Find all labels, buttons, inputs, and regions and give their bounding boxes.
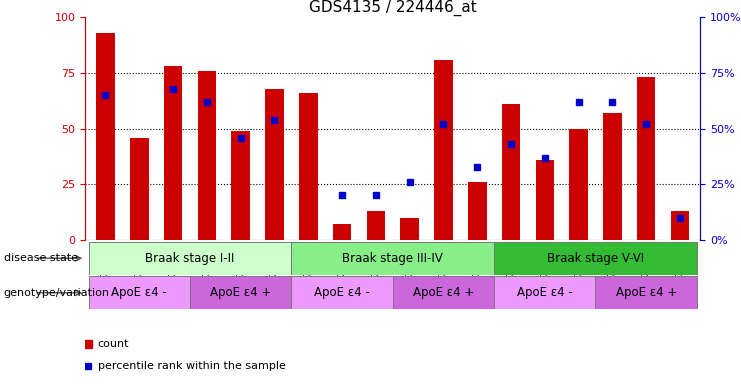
- Text: count: count: [98, 339, 129, 349]
- Bar: [393, 276, 494, 309]
- Bar: [468, 182, 487, 240]
- Text: percentile rank within the sample: percentile rank within the sample: [98, 361, 285, 371]
- Text: ApoE ε4 -: ApoE ε4 -: [517, 286, 573, 299]
- Text: genotype/variation: genotype/variation: [4, 288, 110, 298]
- Bar: [494, 276, 596, 309]
- Text: Braak stage III-IV: Braak stage III-IV: [342, 252, 443, 265]
- Bar: [164, 66, 182, 240]
- Bar: [231, 131, 250, 240]
- Bar: [198, 71, 216, 240]
- Bar: [637, 78, 656, 240]
- Bar: [400, 218, 419, 240]
- Bar: [299, 93, 318, 240]
- Bar: [569, 129, 588, 240]
- Bar: [494, 242, 697, 275]
- Bar: [89, 242, 291, 275]
- Text: ApoE ε4 +: ApoE ε4 +: [210, 286, 271, 299]
- Bar: [96, 33, 115, 240]
- Text: ApoE ε4 +: ApoE ε4 +: [616, 286, 677, 299]
- Bar: [333, 224, 351, 240]
- Bar: [434, 60, 453, 240]
- Text: disease state: disease state: [4, 253, 78, 263]
- Bar: [502, 104, 520, 240]
- Text: ApoE ε4 -: ApoE ε4 -: [111, 286, 167, 299]
- Bar: [367, 211, 385, 240]
- Bar: [190, 276, 291, 309]
- Text: Braak stage I-II: Braak stage I-II: [145, 252, 235, 265]
- Bar: [130, 137, 149, 240]
- Text: ApoE ε4 -: ApoE ε4 -: [314, 286, 370, 299]
- Bar: [89, 276, 190, 309]
- Bar: [596, 276, 697, 309]
- Bar: [291, 276, 393, 309]
- Text: Braak stage V-VI: Braak stage V-VI: [547, 252, 644, 265]
- Text: ApoE ε4 +: ApoE ε4 +: [413, 286, 474, 299]
- Bar: [265, 89, 284, 240]
- Bar: [603, 113, 622, 240]
- Bar: [671, 211, 689, 240]
- Title: GDS4135 / 224446_at: GDS4135 / 224446_at: [309, 0, 476, 16]
- Bar: [536, 160, 554, 240]
- Bar: [291, 242, 494, 275]
